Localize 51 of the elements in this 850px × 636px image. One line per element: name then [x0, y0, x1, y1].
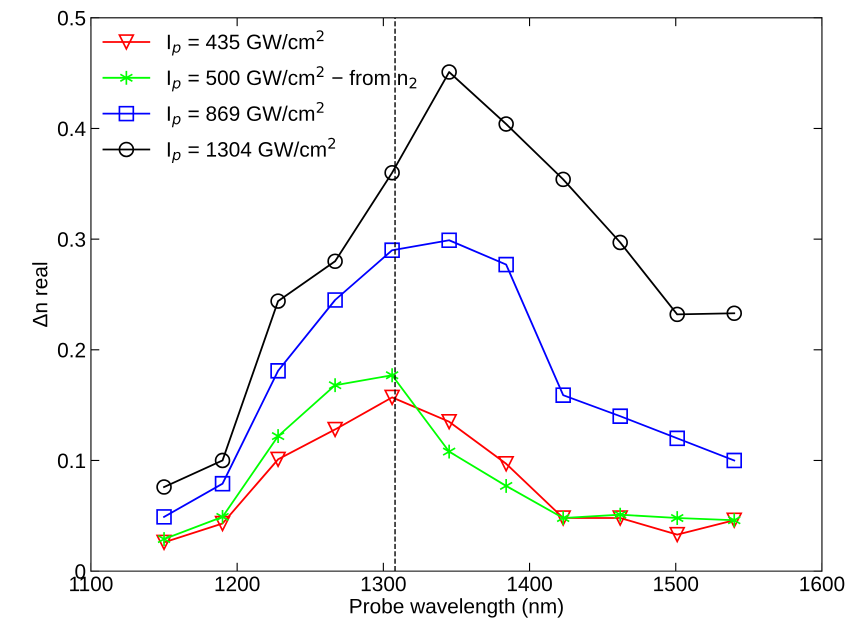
point [156, 509, 172, 525]
point [555, 172, 571, 188]
point [214, 516, 230, 532]
point [214, 452, 230, 468]
point [157, 531, 171, 547]
point [156, 534, 172, 550]
legend-label: I$_{p}$ = 1304 GW/cm$^{2}$ [168, 138, 336, 164]
point [669, 306, 685, 322]
point [612, 408, 628, 424]
legend-label: I$_{p}$ = 435 GW/cm$^{2}$ [168, 30, 324, 56]
point [669, 526, 685, 542]
y-tick-label: 0.3 [58, 232, 86, 247]
point [270, 293, 286, 309]
point [327, 422, 343, 438]
point [156, 479, 172, 495]
point [270, 452, 286, 468]
point [327, 292, 343, 308]
point [384, 390, 400, 406]
point [726, 306, 742, 322]
point [214, 476, 230, 492]
point [441, 64, 457, 80]
x-tick-label: 1500 [654, 576, 698, 592]
y-tick-label: 0 [75, 564, 86, 579]
x-tick-label: 1300 [362, 576, 406, 592]
x-tick-label: 1100 [70, 576, 113, 592]
x-tick-label: 1600 [800, 576, 844, 592]
x-tick-label: 1200 [216, 576, 260, 592]
y-axis-title: Δn real [32, 262, 48, 327]
point [498, 256, 514, 272]
point [669, 430, 685, 446]
point [726, 452, 742, 468]
point [555, 387, 571, 403]
point [216, 509, 230, 525]
point [612, 510, 628, 526]
point [384, 242, 400, 258]
legend-label: I$_{p}$ = 869 GW/cm$^{2}$ [168, 102, 324, 128]
x-axis-title: Probe wavelength (nm) [350, 598, 563, 618]
point [327, 253, 343, 270]
point [612, 234, 628, 250]
point [441, 414, 457, 430]
point [270, 363, 286, 379]
point [498, 116, 514, 132]
point [441, 232, 457, 248]
y-tick-label: 0.5 [58, 10, 86, 26]
point [384, 164, 400, 181]
legend-label: I$_{p}$ = 500 GW/cm$^{2}$ − from n$_{2}$ [168, 66, 416, 92]
y-tick-label: 0.4 [58, 121, 86, 136]
y-tick-label: 0.2 [58, 342, 86, 358]
y-tick-label: 0.1 [58, 453, 86, 468]
x-tick-label: 1400 [508, 576, 552, 592]
point [498, 456, 514, 472]
